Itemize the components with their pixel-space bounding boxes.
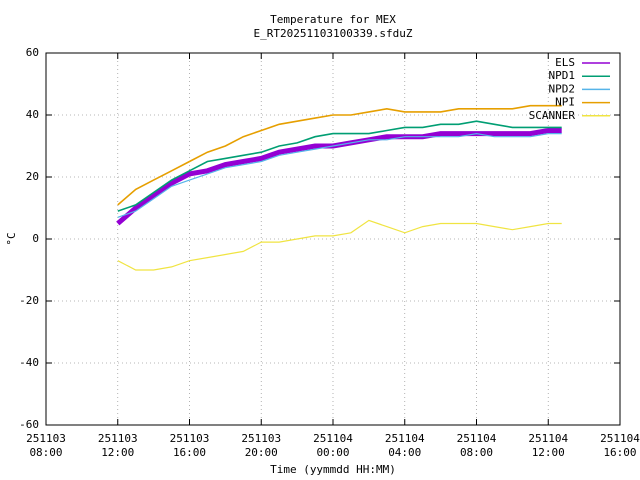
x-tick-label-line: 251103: [170, 432, 210, 445]
x-tick-label-line: 16:00: [173, 446, 206, 459]
x-tick-label: 251104 08:00: [457, 432, 497, 459]
plot-border: [45, 52, 621, 426]
y-tick-label: -20: [19, 294, 39, 307]
y-axis-label: °C: [5, 232, 18, 245]
x-tick-label: 251103 20:00: [241, 432, 281, 459]
x-tick-label: 251104 00:00: [313, 432, 353, 459]
legend-label: NPD1: [549, 69, 576, 82]
x-tick-label-line: 251104: [457, 432, 497, 445]
x-tick-label: 251104 04:00: [385, 432, 425, 459]
x-tick-label: 251103 12:00: [98, 432, 138, 459]
legend-label: SCANNER: [529, 109, 576, 122]
y-tick-label: -40: [19, 356, 39, 369]
x-tick-label-line: 00:00: [316, 446, 349, 459]
x-tick-label-line: 12:00: [532, 446, 565, 459]
y-tick-label: 40: [26, 108, 39, 121]
x-tick-label: 251104 16:00: [600, 432, 640, 459]
series-line: [117, 104, 562, 206]
x-tick-label-line: 08:00: [29, 446, 62, 459]
x-tick-label: 251104 12:00: [528, 432, 568, 459]
y-tick-label: 0: [32, 232, 39, 245]
x-tick-label-line: 251103: [241, 432, 281, 445]
legend-label: NPD2: [549, 82, 576, 95]
y-tick-label: 20: [26, 170, 39, 183]
series-line: [117, 132, 562, 218]
x-tick-label-line: 16:00: [603, 446, 636, 459]
x-tick-label-line: 251103: [98, 432, 138, 445]
x-tick-label-line: 251104: [385, 432, 425, 445]
legend-label: NPI: [555, 96, 575, 109]
x-tick-label-line: 04:00: [388, 446, 421, 459]
x-tick-label-line: 251104: [528, 432, 568, 445]
x-tick-label-line: 251104: [600, 432, 640, 445]
chart-subtitle: E_RT20251103100339.sfduZ: [254, 27, 413, 40]
x-tick-label-line: 08:00: [460, 446, 493, 459]
x-tick-label: 251103 16:00: [170, 432, 210, 459]
x-tick-label-line: 12:00: [101, 446, 134, 459]
series-line: [117, 120, 562, 212]
y-tick-label: -60: [19, 418, 39, 431]
legend-label: ELS: [555, 56, 575, 69]
series-line: [117, 219, 562, 271]
x-axis-label: Time (yymmdd HH:MM): [270, 463, 396, 476]
y-tick-label: 60: [26, 46, 39, 59]
x-tick-label-line: 251103: [26, 432, 66, 445]
x-tick-label: 251103 08:00: [26, 432, 66, 459]
chart-title: Temperature for MEX: [270, 13, 396, 26]
x-tick-label-line: 251104: [313, 432, 353, 445]
x-tick-label-line: 20:00: [245, 446, 278, 459]
